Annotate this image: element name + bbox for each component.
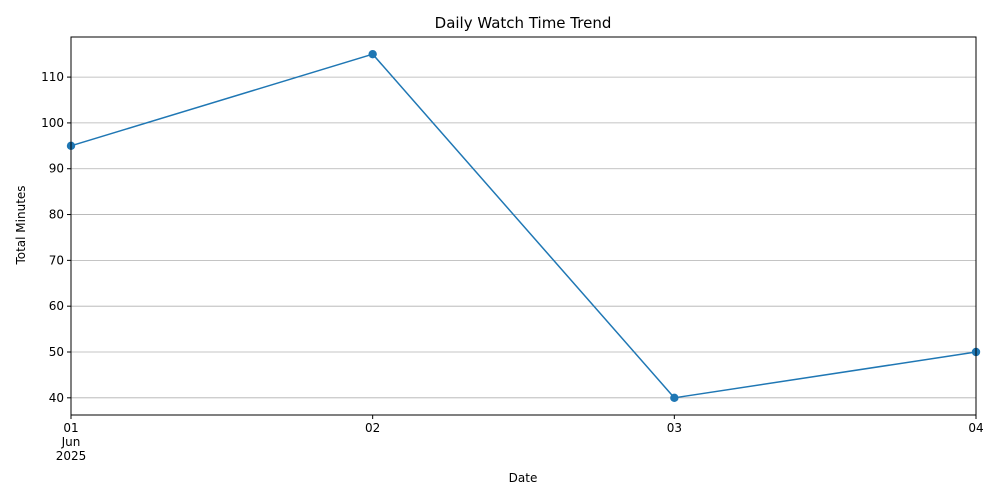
y-tick-label-90: 90 xyxy=(49,162,64,176)
data-point-2 xyxy=(670,393,679,403)
y-axis-ticks: 40 50 60 70 80 90 100 110 xyxy=(41,70,71,405)
grid-lines xyxy=(71,76,976,399)
x-axis-label: Date xyxy=(509,471,538,485)
x-tick-label-0: 01 xyxy=(63,421,78,435)
x-tick-month-0: Jun xyxy=(61,435,81,449)
y-tick-label-100: 100 xyxy=(41,116,64,130)
y-axis-label: Total Minutes xyxy=(14,185,28,265)
y-tick-label-60: 60 xyxy=(49,299,64,313)
plot-frame xyxy=(70,36,977,416)
data-point-1 xyxy=(368,49,377,59)
y-tick-label-70: 70 xyxy=(49,253,64,267)
x-tick-year-0: 2025 xyxy=(56,449,87,463)
series-line-0 xyxy=(70,53,977,399)
x-tick-label-3: 04 xyxy=(968,421,983,435)
y-tick-label-50: 50 xyxy=(49,345,64,359)
chart-title: Daily Watch Time Trend xyxy=(435,14,612,32)
x-tick-label-2: 03 xyxy=(667,421,682,435)
series-layer xyxy=(66,49,981,403)
y-tick-label-110: 110 xyxy=(41,70,64,84)
y-tick-label-40: 40 xyxy=(49,391,64,405)
x-tick-label-1: 02 xyxy=(365,421,380,435)
y-tick-label-80: 80 xyxy=(49,208,64,222)
